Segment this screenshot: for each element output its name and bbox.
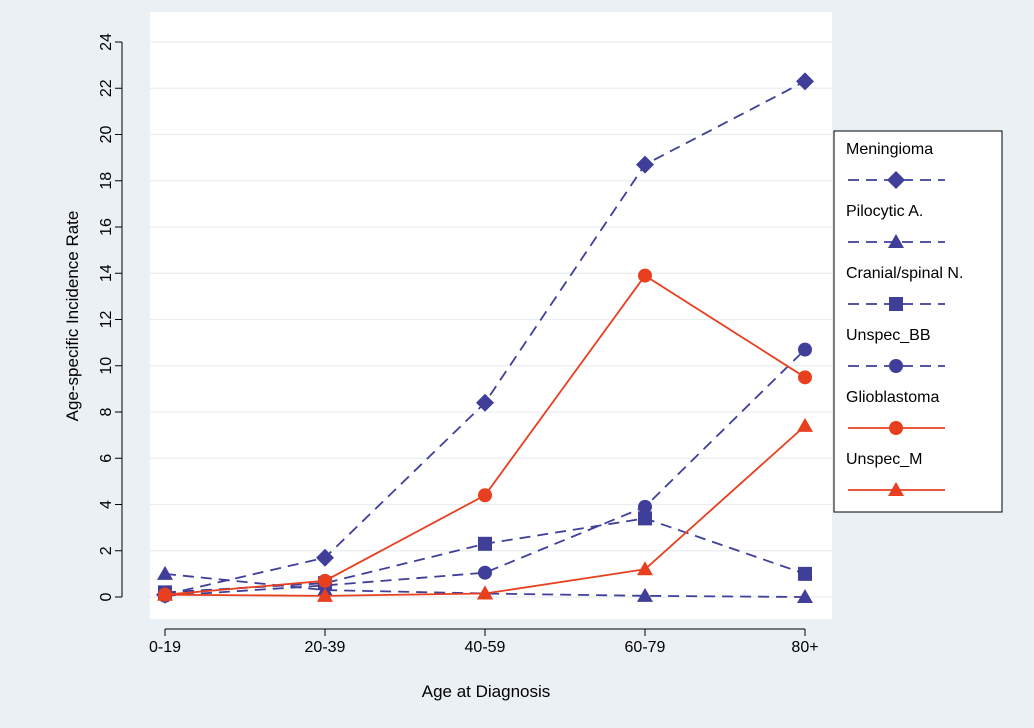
y-tick-label: 6 — [98, 454, 115, 463]
y-tick-label: 0 — [98, 592, 115, 601]
data-point-cranial-spinal-n — [798, 566, 812, 581]
legend: Meningioma Pilocytic A. Cranial/spinal N. U… — [833, 130, 1003, 513]
data-point-unspec-bb — [638, 499, 652, 514]
x-tick-label: 80+ — [791, 639, 818, 656]
plot-area — [150, 12, 832, 619]
x-tick-label: 60-79 — [625, 639, 666, 656]
legend-marker — [888, 482, 904, 496]
legend-marker — [887, 171, 905, 189]
legend-marker — [889, 359, 903, 373]
legend-box — [833, 130, 1003, 513]
x-axis: 0-19 20-39 40-59 60-79 80+ — [149, 628, 819, 656]
data-point-unspec-m — [797, 417, 813, 432]
data-point-cranial-spinal-n — [478, 536, 492, 551]
data-point-unspec-m — [637, 561, 653, 576]
y-tick-label: 18 — [98, 172, 115, 190]
data-point-cranial-spinal-n — [638, 511, 652, 526]
legend-label: Unspec_M — [846, 451, 922, 468]
data-point-meningioma — [316, 548, 334, 567]
series-glioblastoma — [158, 268, 812, 602]
y-tick-label: 24 — [98, 33, 115, 51]
y-tick-label: 14 — [98, 264, 115, 282]
data-point-unspec-bb — [478, 565, 492, 580]
y-tick-label: 16 — [98, 218, 115, 236]
series-line-unspec-bb — [164, 348, 806, 597]
data-point-pilocytic-a — [797, 589, 813, 603]
data-point-glioblastoma — [478, 488, 492, 503]
data-point-unspec-bb — [798, 342, 812, 357]
data-point-unspec-m — [477, 585, 493, 600]
x-tick-label: 40-59 — [465, 639, 506, 656]
y-axis-title: Age-specific Incidence Rate — [63, 211, 82, 422]
y-tick-label: 22 — [98, 79, 115, 97]
legend-marker — [889, 421, 903, 435]
y-tick-label: 4 — [98, 500, 115, 509]
legend-label: Pilocytic A. — [846, 203, 923, 220]
x-tick-label: 20-39 — [305, 639, 346, 656]
data-point-unspec-m — [317, 587, 333, 602]
y-tick-label: 8 — [98, 407, 115, 416]
data-point-glioblastoma — [798, 370, 812, 385]
y-tick-label: 20 — [98, 126, 115, 144]
data-point-meningioma — [636, 155, 654, 174]
data-point-unspec-m — [157, 586, 173, 601]
series-group — [156, 72, 814, 604]
y-tick-label: 12 — [98, 311, 115, 329]
data-point-meningioma — [796, 72, 814, 91]
gridlines — [150, 41, 832, 598]
x-tick-label: 0-19 — [149, 639, 181, 656]
y-tick-label: 10 — [98, 357, 115, 375]
data-point-pilocytic-a — [637, 587, 653, 602]
series-unspec-m — [157, 417, 813, 602]
legend-marker — [889, 297, 903, 311]
legend-marker — [888, 234, 904, 248]
x-axis-title: Age at Diagnosis — [422, 682, 551, 701]
legend-label: Cranial/spinal N. — [846, 265, 963, 282]
y-tick-label: 2 — [98, 546, 115, 555]
data-point-glioblastoma — [638, 268, 652, 283]
legend-label: Glioblastoma — [846, 389, 939, 406]
data-point-pilocytic-a — [157, 565, 173, 580]
legend-label: Unspec_BB — [846, 327, 931, 344]
data-point-glioblastoma — [318, 573, 332, 588]
legend-label: Meningioma — [846, 141, 933, 158]
data-point-meningioma — [476, 393, 494, 412]
